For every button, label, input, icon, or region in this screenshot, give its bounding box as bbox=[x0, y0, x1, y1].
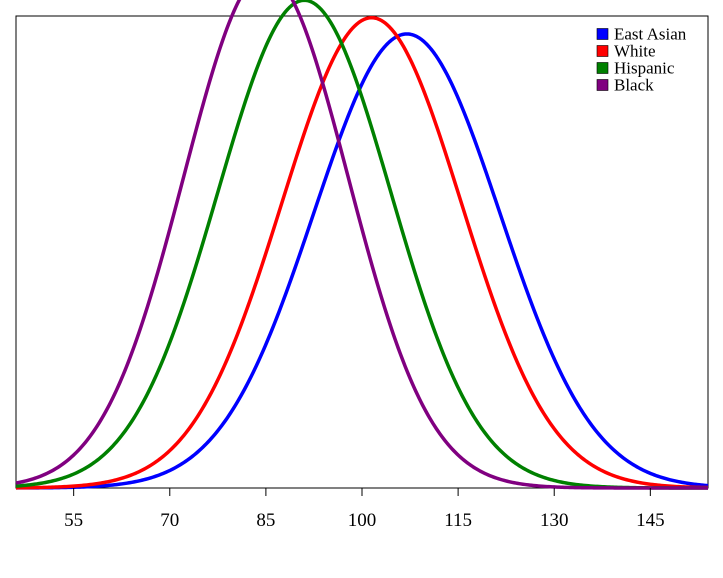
legend-label: Black bbox=[614, 76, 654, 95]
x-axis: 55 70 85 100 115 130 145 bbox=[64, 488, 665, 531]
legend-label: Hispanic bbox=[614, 59, 675, 78]
x-tick-label: 115 bbox=[444, 510, 472, 531]
x-tick-label: 130 bbox=[540, 510, 569, 531]
series-line-black bbox=[15, 0, 709, 490]
series-line-east-asian bbox=[15, 32, 709, 490]
x-tick-label: 100 bbox=[348, 510, 377, 531]
x-tick-label: 145 bbox=[636, 510, 665, 531]
series-line-white bbox=[15, 15, 709, 490]
legend-swatch bbox=[596, 79, 609, 91]
density-curves bbox=[15, 0, 709, 490]
legend-swatch bbox=[596, 28, 609, 40]
x-tick-label: 70 bbox=[160, 510, 179, 531]
legend-swatch bbox=[596, 62, 609, 74]
x-tick-label: 55 bbox=[64, 510, 83, 531]
legend-swatch bbox=[596, 45, 609, 57]
legend-label: White bbox=[614, 42, 656, 61]
legend-label: East Asian bbox=[614, 25, 687, 44]
x-tick-label: 85 bbox=[256, 510, 275, 531]
